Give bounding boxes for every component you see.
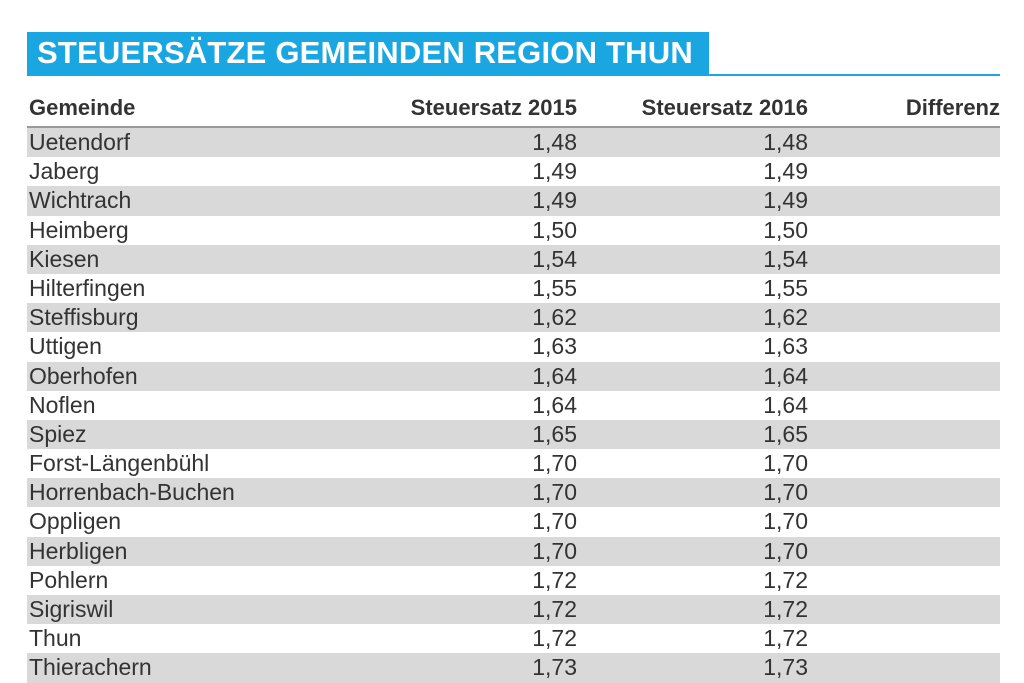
tax-rate-table: Gemeinde Steuersatz 2015 Steuersatz 2016… bbox=[27, 90, 1000, 683]
table-row: Sigriswil 1,72 1,72 bbox=[27, 595, 1000, 625]
table-row: Noflen 1,64 1,64 bbox=[27, 391, 1000, 420]
cell-steuersatz-2016: 1,65 bbox=[763, 420, 808, 447]
header-differenz: Differenz bbox=[905, 95, 1000, 120]
table-row: Heimberg 1,50 1,50 bbox=[27, 216, 1000, 245]
cell-steuersatz-2016: 1,72 bbox=[763, 596, 808, 622]
cell-steuersatz-2016: 1,70 bbox=[763, 450, 808, 477]
table-row: Herbligen 1,70 1,70 bbox=[27, 536, 1000, 566]
cell-steuersatz-2015: 1,73 bbox=[532, 654, 577, 681]
table-row: Forst-Längenbühl 1,70 1,70 bbox=[27, 449, 1000, 478]
table-row: Horrenbach-Buchen 1,70 1,70 bbox=[27, 478, 1000, 508]
cell-steuersatz-2016: 1,63 bbox=[763, 333, 808, 360]
cell-steuersatz-2015: 1,70 bbox=[532, 508, 577, 535]
cell-steuersatz-2015: 1,48 bbox=[532, 129, 577, 155]
table-row: Uetendorf 1,48 1,48 bbox=[27, 128, 1000, 158]
cell-steuersatz-2015: 1,62 bbox=[532, 304, 577, 331]
table-header: Gemeinde Steuersatz 2015 Steuersatz 2016… bbox=[27, 90, 1000, 128]
table-row: Pohlern 1,72 1,72 bbox=[27, 566, 1000, 595]
cell-steuersatz-2015: 1,55 bbox=[532, 274, 577, 301]
cell-steuersatz-2016: 1,73 bbox=[763, 654, 808, 681]
cell-gemeinde: Thierachern bbox=[29, 654, 152, 681]
cell-steuersatz-2015: 1,49 bbox=[532, 158, 577, 185]
cell-gemeinde: Noflen bbox=[29, 391, 96, 418]
cell-steuersatz-2016: 1,64 bbox=[763, 362, 808, 389]
table-body: Uetendorf 1,48 1,48 Jaberg 1,49 1,49 Wichtrach… bbox=[27, 128, 1000, 683]
table-row: Jaberg 1,49 1,49 bbox=[27, 157, 1000, 186]
cell-steuersatz-2015: 1,63 bbox=[532, 333, 577, 360]
cell-steuersatz-2015: 1,70 bbox=[532, 537, 577, 564]
table-row: Thun 1,72 1,72 bbox=[27, 624, 1000, 653]
cell-steuersatz-2015: 1,70 bbox=[532, 479, 577, 506]
cell-steuersatz-2016: 1,48 bbox=[763, 129, 808, 155]
cell-gemeinde: Forst-Längenbühl bbox=[29, 450, 210, 477]
cell-steuersatz-2015: 1,64 bbox=[532, 391, 577, 418]
cell-gemeinde: Horrenbach-Buchen bbox=[29, 479, 235, 506]
table-row: Hilterfingen 1,55 1,55 bbox=[27, 274, 1000, 303]
table-row: Thierachern 1,73 1,73 bbox=[27, 653, 1000, 683]
header-steuersatz-2016: Steuersatz 2016 bbox=[641, 95, 808, 120]
cell-gemeinde: Herbligen bbox=[29, 537, 128, 564]
cell-steuersatz-2015: 1,70 bbox=[532, 450, 577, 477]
table-row: Kiesen 1,54 1,54 bbox=[27, 244, 1000, 274]
cell-steuersatz-2015: 1,72 bbox=[532, 596, 577, 622]
cell-steuersatz-2015: 1,65 bbox=[532, 420, 577, 447]
cell-steuersatz-2016: 1,49 bbox=[763, 187, 808, 214]
cell-steuersatz-2015: 1,49 bbox=[532, 187, 577, 214]
cell-steuersatz-2016: 1,54 bbox=[763, 245, 808, 272]
cell-gemeinde: Uetendorf bbox=[29, 129, 131, 155]
cell-gemeinde: Jaberg bbox=[29, 158, 100, 185]
cell-steuersatz-2015: 1,64 bbox=[532, 362, 577, 389]
table-row: Steffisburg 1,62 1,62 bbox=[27, 303, 1000, 333]
cell-gemeinde: Spiez bbox=[29, 420, 87, 447]
cell-gemeinde: Kiesen bbox=[29, 245, 100, 272]
cell-gemeinde: Oberhofen bbox=[29, 362, 138, 389]
cell-gemeinde: Hilterfingen bbox=[29, 274, 146, 301]
cell-gemeinde: Wichtrach bbox=[29, 187, 132, 214]
cell-steuersatz-2015: 1,72 bbox=[532, 566, 577, 593]
cell-steuersatz-2016: 1,49 bbox=[763, 158, 808, 185]
cell-steuersatz-2016: 1,72 bbox=[763, 566, 808, 593]
cell-steuersatz-2016: 1,70 bbox=[763, 479, 808, 506]
table-row: Spiez 1,65 1,65 bbox=[27, 419, 1000, 450]
cell-gemeinde: Uttigen bbox=[29, 333, 102, 360]
title-bar: STEUERSÄTZE GEMEINDEN REGION THUN bbox=[27, 32, 1000, 76]
cell-steuersatz-2016: 1,50 bbox=[763, 216, 808, 243]
cell-gemeinde: Sigriswil bbox=[29, 596, 114, 622]
table-row: Oberhofen 1,64 1,64 bbox=[27, 361, 1000, 391]
header-steuersatz-2015: Steuersatz 2015 bbox=[410, 95, 577, 120]
cell-steuersatz-2016: 1,70 bbox=[763, 537, 808, 564]
cell-steuersatz-2016: 1,70 bbox=[763, 508, 808, 535]
table-row: Oppligen 1,70 1,70 bbox=[27, 507, 1000, 536]
table-row: Uttigen 1,63 1,63 bbox=[27, 332, 1000, 361]
cell-gemeinde: Pohlern bbox=[29, 566, 109, 593]
table-title: STEUERSÄTZE GEMEINDEN REGION THUN bbox=[27, 32, 709, 74]
cell-gemeinde: Oppligen bbox=[29, 508, 122, 535]
cell-steuersatz-2015: 1,72 bbox=[532, 625, 577, 652]
cell-steuersatz-2016: 1,55 bbox=[763, 274, 808, 301]
cell-steuersatz-2015: 1,50 bbox=[532, 216, 577, 243]
cell-gemeinde: Steffisburg bbox=[29, 304, 139, 331]
cell-steuersatz-2016: 1,62 bbox=[763, 304, 808, 331]
cell-steuersatz-2016: 1,72 bbox=[763, 625, 808, 652]
cell-gemeinde: Heimberg bbox=[29, 216, 129, 243]
cell-gemeinde: Thun bbox=[29, 625, 82, 652]
table-row: Wichtrach 1,49 1,49 bbox=[27, 186, 1000, 216]
header-gemeinde: Gemeinde bbox=[29, 95, 136, 120]
cell-steuersatz-2016: 1,64 bbox=[763, 391, 808, 418]
cell-steuersatz-2015: 1,54 bbox=[532, 245, 577, 272]
